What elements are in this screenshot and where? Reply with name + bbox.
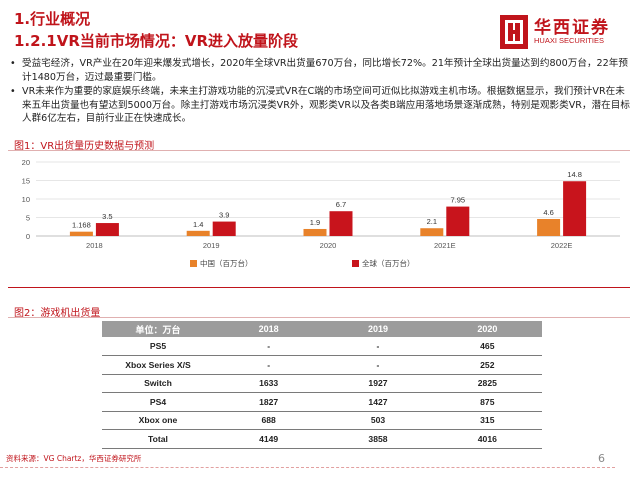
table-cell: 1927 [323,374,433,393]
page-title: 1.2.1VR当前市场情况：VR进入放量阶段 [14,32,299,50]
page-number: 6 [598,452,605,465]
y-tick-label: 0 [26,232,30,241]
table-row: Total 4149 3858 4016 [102,429,542,449]
source-note: 资料来源：VG Chartz，华西证券研究所 [6,454,142,463]
data-label: 4.6 [543,208,553,217]
logo-english-name: HUAXI SECURITIES [534,36,605,45]
data-label: 3.9 [219,211,229,220]
x-tick-label: 2022E [551,241,573,250]
section-heading: 1.行业概况 [14,10,91,28]
table-cell: 3858 [323,429,433,449]
table-cell: 1427 [323,392,433,412]
table-row: PS4 1827 1427 875 [102,392,542,412]
x-tick-label: 2019 [203,241,220,250]
table-cell: PS5 [102,337,214,356]
y-tick-label: 5 [26,214,30,223]
x-tick-label: 2021E [434,241,456,250]
table-row: PS5 - - 465 [102,337,542,356]
table-row: Switch 1633 1927 2825 [102,374,542,393]
table-cell: - [323,355,433,375]
legend-swatch [352,260,359,267]
bullet-item: • 受益宅经济，VR产业在20年迎来爆发式增长，2020年全球VR出货量670万… [8,57,634,84]
data-label: 2.1 [427,217,437,226]
bar [212,221,236,236]
table-cell: 465 [432,337,542,356]
data-label: 14.8 [567,170,582,179]
table-row: Xbox one 688 503 315 [102,411,542,430]
figure1-label: 图1：VR出货量历史数据与预测 [14,141,155,152]
bar [420,228,444,236]
table-cell: 315 [432,411,542,430]
bar [186,230,210,236]
legend-label: 全球（百万台） [362,258,415,268]
bar [69,231,93,236]
figure2-label: 图2：游戏机出货量 [14,308,101,319]
bar [537,218,561,236]
table-header-cell: 2018 [214,321,324,337]
table-cell: 688 [214,411,324,430]
table-header-row: 单位：万台 2018 2019 2020 [102,321,542,337]
y-tick-label: 20 [22,158,30,167]
table-cell: - [214,355,324,375]
x-tick-label: 2018 [86,241,103,250]
data-label: 1.9 [310,218,320,227]
bar [563,181,587,236]
bullet-marker: • [10,86,16,98]
bullet-item: • VR未来作为重要的家庭娱乐终端，未来主打游戏功能的沉浸式VR在C端的市场空间… [8,85,634,126]
data-label: 7.95 [450,196,465,205]
bar [329,211,353,236]
table-cell: - [323,337,433,356]
table-cell: - [214,337,324,356]
table-header-cell: 2019 [323,321,433,337]
figure2-divider [8,317,630,318]
table-row: Xbox Series X/S - - 252 [102,355,542,375]
console-shipment-table: 单位：万台 2018 2019 2020 PS5 - - 465 Xbox Se… [102,321,542,449]
table-cell: 4149 [214,429,324,449]
table-cell: Xbox one [102,411,214,430]
table-cell: 1633 [214,374,324,393]
data-label: 1.4 [193,220,203,229]
chart-svg: 0 5 10 15 20 1.168 3.5 2018 1.4 3.9 2019 1.9 6.7 2020… [22,158,620,268]
bar [303,228,327,236]
bullet-text: VR未来作为重要的家庭娱乐终端，未来主打游戏功能的沉浸式VR在C端的市场空间可近… [22,86,630,125]
table-cell: 2825 [432,374,542,393]
legend-swatch [190,260,197,267]
y-tick-label: 10 [22,195,30,204]
table-cell: PS4 [102,392,214,412]
table-cell: Switch [102,374,214,393]
logo-chinese-name: 华西证券 [534,18,610,38]
table-cell: 875 [432,392,542,412]
data-label: 1.168 [72,221,91,230]
huaxi-logo-icon [500,15,528,49]
table-cell: Xbox Series X/S [102,355,214,375]
company-logo: 华西证券 HUAXI SECURITIES [500,13,632,61]
data-label: 3.5 [102,212,112,221]
bullet-marker: • [10,58,16,69]
footer-divider [0,467,615,468]
table-header-cell: 单位：万台 [102,321,214,337]
y-tick-label: 15 [22,177,30,186]
table-header-cell: 2020 [432,321,542,337]
vr-shipment-chart: 0 5 10 15 20 1.168 3.5 2018 1.4 3.9 2019 1.9 6.7 2020… [8,152,630,288]
table-cell: 252 [432,355,542,375]
table-cell: 4016 [432,429,542,449]
bar [95,223,119,236]
table-cell: 1827 [214,392,324,412]
data-label: 6.7 [336,200,346,209]
table-cell: Total [102,429,214,449]
x-tick-label: 2020 [320,241,337,250]
bullet-text: 受益宅经济，VR产业在20年迎来爆发式增长，2020年全球VR出货量670万台，… [22,58,628,83]
figure1-divider [8,150,630,151]
table-cell: 503 [323,411,433,430]
bullet-list: • 受益宅经济，VR产业在20年迎来爆发式增长，2020年全球VR出货量670万… [8,57,634,127]
bar [446,206,470,236]
legend-label: 中国（百万台） [200,258,253,268]
